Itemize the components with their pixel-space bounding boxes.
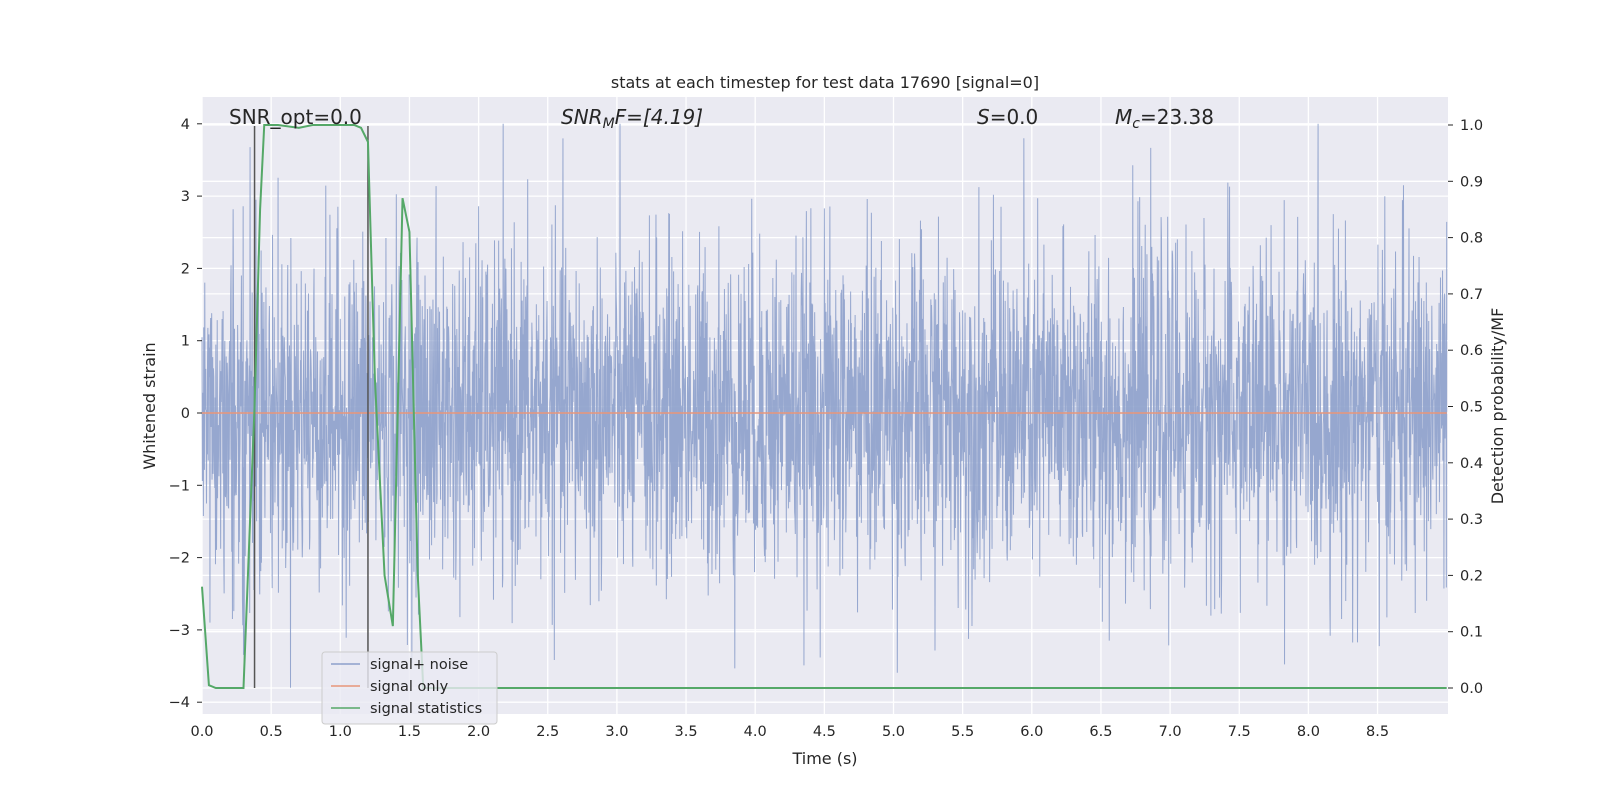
- annotation-mc-sub: c: [1132, 116, 1140, 132]
- chart-title: stats at each timestep for test data 176…: [611, 73, 1039, 92]
- x-axis-label: Time (s): [791, 749, 857, 768]
- x-tick-label: 7.5: [1228, 724, 1251, 740]
- x-tick-label: 8.0: [1297, 724, 1320, 740]
- annotation-snr-mf-rest: F=[4.19]: [615, 105, 703, 129]
- x-tick-label: 0.5: [260, 724, 283, 740]
- legend-label-signal-noise: signal+ noise: [370, 657, 468, 673]
- annotation-snr-mf-base: SNR: [561, 105, 603, 129]
- y2-tick-label: 0.3: [1460, 512, 1483, 528]
- y-tick-label: 3: [181, 189, 190, 205]
- y2-tick-label: 0.2: [1460, 568, 1483, 584]
- y2-tick-label: 0.8: [1460, 231, 1483, 247]
- y2-tick-label: 0.7: [1460, 287, 1483, 303]
- x-tick-label: 6.0: [1020, 724, 1043, 740]
- y-tick-label: 0: [181, 406, 190, 422]
- y2-tick-label: 0.1: [1460, 625, 1483, 641]
- annotation-s: S=0.0: [977, 105, 1038, 129]
- annotation-snr-mf-sub: M: [603, 116, 615, 132]
- x-tick-label: 6.5: [1089, 724, 1112, 740]
- series-signal-statistics: [201, 124, 1447, 689]
- x-tick-label: 4.0: [744, 724, 767, 740]
- y-tick-label: 1: [181, 334, 190, 350]
- y2-tick-label: 1.0: [1460, 118, 1483, 134]
- annotation-mc: Mc=23.38: [1115, 105, 1214, 132]
- signal-noise-line: [201, 123, 1448, 688]
- y2-axis-label: Detection probability/MF: [1488, 308, 1507, 505]
- legend-box: [321, 651, 498, 725]
- y-tick-label: −2: [169, 551, 190, 567]
- y2-tick-label: 0.5: [1460, 400, 1483, 416]
- y2-tick-label: 0.0: [1460, 681, 1483, 697]
- annotation-mc-rest: =23.38: [1140, 105, 1214, 129]
- y-tick-label: −4: [169, 695, 190, 711]
- series-signal-noise: [201, 123, 1448, 688]
- y-axis-ticks: 4 3 2 1 0 −1 −2 −3 −4: [169, 117, 202, 711]
- y-axis-label: Whitened strain: [140, 342, 159, 469]
- y2-tick-label: 0.9: [1460, 174, 1483, 190]
- y-tick-label: 4: [181, 117, 190, 133]
- x-tick-label: 1.5: [398, 724, 421, 740]
- x-tick-label: 3.5: [675, 724, 698, 740]
- x-tick-label: 1.0: [329, 724, 352, 740]
- annotation-s-rest: =0.0: [990, 105, 1039, 129]
- x-tick-label: 0.0: [190, 724, 213, 740]
- x-axis-ticks: 0.0 0.5 1.0 1.5 2.0 2.5 3.0 3.5 4.0 4.5 5.0 5.5 6.0 6…: [190, 724, 1389, 740]
- x-tick-label: 5.5: [951, 724, 974, 740]
- legend: signal+ noise signal only signal statist…: [321, 651, 498, 725]
- annotation-mc-var: M: [1115, 105, 1132, 129]
- legend-label-signal-only: signal only: [370, 679, 449, 695]
- annotation-s-var: S: [977, 105, 990, 129]
- x-tick-label: 5.0: [882, 724, 905, 740]
- annotation-snr-opt: SNR_opt=0.0: [229, 105, 362, 129]
- annotation-snr-mf: SNRMF=[4.19]: [561, 105, 703, 132]
- x-tick-label: 3.0: [605, 724, 628, 740]
- y2-tick-label: 0.4: [1460, 456, 1483, 472]
- legend-label-signal-statistics: signal statistics: [370, 701, 482, 717]
- y-tick-label: −1: [169, 478, 190, 494]
- x-tick-label: 2.0: [467, 724, 490, 740]
- y-tick-label: −3: [169, 623, 190, 639]
- signal-statistics-line: [201, 124, 1447, 689]
- x-tick-label: 7.0: [1159, 724, 1182, 740]
- x-tick-label: 8.5: [1366, 724, 1389, 740]
- y-tick-label: 2: [181, 261, 190, 277]
- y2-tick-label: 0.6: [1460, 343, 1483, 359]
- y2-axis-ticks: 1.0 0.9 0.8 0.7 0.6 0.5 0.4 0.3 0.2 0.1 0.0: [1448, 118, 1483, 697]
- x-tick-label: 2.5: [536, 724, 559, 740]
- x-tick-label: 4.5: [813, 724, 836, 740]
